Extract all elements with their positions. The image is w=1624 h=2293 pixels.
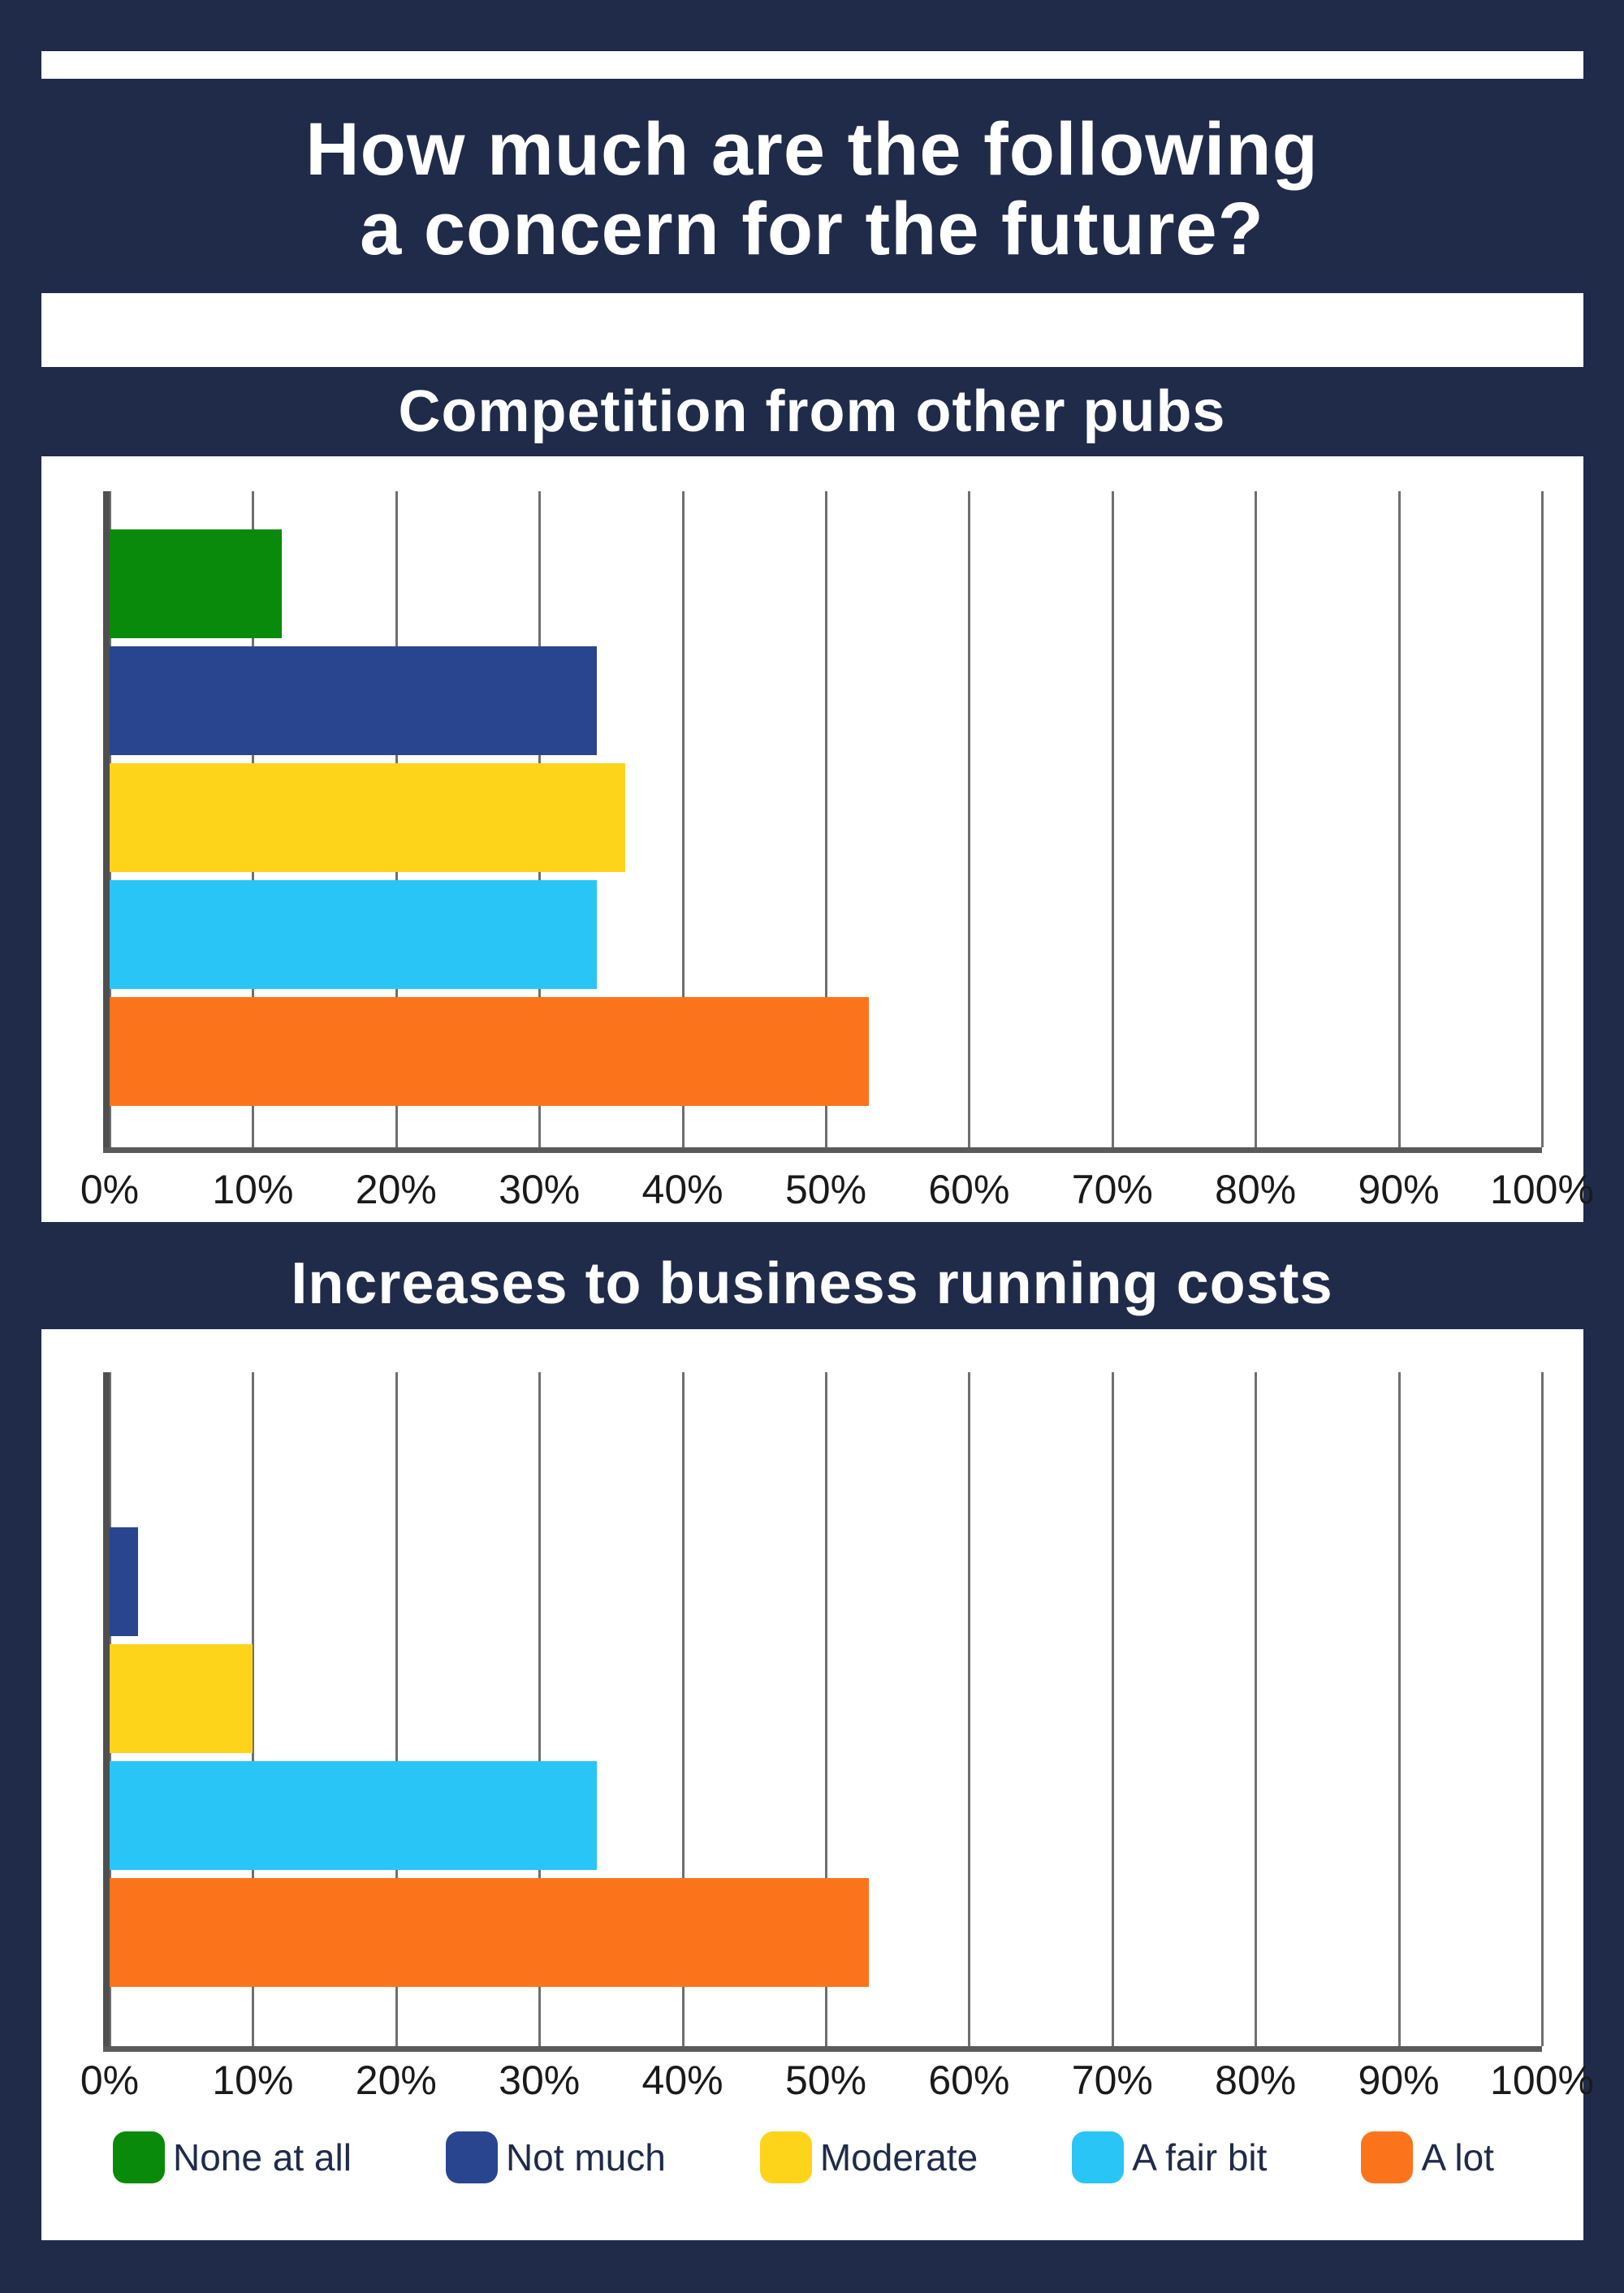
gridline xyxy=(825,491,827,1147)
gridline xyxy=(395,1372,398,2046)
page-title-line-2: a concern for the future? xyxy=(360,187,1264,270)
tick-label: 70% xyxy=(1071,2058,1153,2103)
chart-2-panel: 0% 10% 20% 30% 40% 50% 60% 70% 80% 90% 100% None a… xyxy=(41,1329,1594,2240)
tick-label: 60% xyxy=(928,1167,1010,1212)
tick-label: 90% xyxy=(1358,2058,1440,2103)
tick-label: 30% xyxy=(499,1167,581,1212)
gridline xyxy=(1541,1372,1544,2046)
gridline xyxy=(1397,1372,1401,2046)
x-axis-ticks: 0% 10% 20% 30% 40% 50% 60% 70% 80% 90% 100% xyxy=(80,2057,1594,2105)
legend-swatch-moderate xyxy=(759,2131,812,2183)
tick-label: 100% xyxy=(1490,1167,1594,1212)
bar-not-much xyxy=(110,1527,139,1636)
tick-label: 20% xyxy=(355,2058,437,2103)
chart-1-panel: 0% 10% 20% 30% 40% 50% 60% 70% 80% 90% 100% xyxy=(41,456,1594,1222)
bar-moderate xyxy=(110,1644,253,1753)
tick-label: 40% xyxy=(641,2058,723,2103)
top-divider-strip xyxy=(41,51,1583,79)
gridline xyxy=(1111,1372,1114,2046)
bar-a-fair-bit xyxy=(110,1761,597,1870)
plot-area xyxy=(103,491,1544,1153)
gridline xyxy=(252,1372,255,2046)
page-title-line-1: How much are the following xyxy=(305,108,1319,191)
tick-label: 50% xyxy=(784,1167,867,1212)
bar-a-lot xyxy=(110,997,869,1106)
legend-item-a-fair-bit: A fair bit xyxy=(1072,2131,1267,2183)
legend-label: A lot xyxy=(1421,2136,1494,2179)
gridline xyxy=(968,491,971,1147)
gridline xyxy=(681,1372,685,2046)
gridline xyxy=(1255,491,1258,1147)
page-title: How much are the following a concern for… xyxy=(0,110,1624,269)
legend-label: Moderate xyxy=(819,2136,978,2179)
plot-area xyxy=(103,1372,1544,2052)
bar-a-lot xyxy=(110,1878,869,1987)
legend-item-none-at-all: None at all xyxy=(113,2131,352,2183)
bar-none-at-all xyxy=(110,529,282,638)
bar-a-fair-bit xyxy=(110,880,597,989)
legend-item-a-lot: A lot xyxy=(1361,2131,1494,2183)
tick-label: 0% xyxy=(80,2058,140,2103)
legend-label: Not much xyxy=(505,2136,666,2179)
x-axis-ticks: 0% 10% 20% 30% 40% 50% 60% 70% 80% 90% 100% xyxy=(80,1166,1594,1215)
legend-item-not-much: Not much xyxy=(445,2131,666,2183)
legend-swatch-a-fair-bit xyxy=(1072,2131,1125,2183)
title-divider-strip xyxy=(41,293,1583,367)
legend-swatch-not-much xyxy=(445,2131,498,2183)
gridline xyxy=(1255,1372,1258,2046)
gridline xyxy=(825,1372,827,2046)
legend: None at all Not much Moderate A fair bit A l… xyxy=(113,2131,1494,2183)
tick-label: 60% xyxy=(928,2058,1010,2103)
legend-swatch-none-at-all xyxy=(113,2131,165,2183)
tick-label: 40% xyxy=(641,1167,723,1212)
gridline xyxy=(681,491,685,1147)
tick-label: 10% xyxy=(212,2058,294,2103)
gridline xyxy=(1111,491,1114,1147)
chart-1-title: Competition from other pubs xyxy=(398,379,1226,444)
legend-item-moderate: Moderate xyxy=(759,2131,978,2183)
legend-label: A fair bit xyxy=(1132,2136,1268,2179)
bar-not-much xyxy=(110,646,597,755)
tick-label: 80% xyxy=(1215,1167,1297,1212)
gridline xyxy=(1541,491,1544,1147)
chart-2-title: Increases to business running costs xyxy=(291,1251,1333,1316)
tick-label: 50% xyxy=(784,2058,867,2103)
gridline xyxy=(968,1372,971,2046)
legend-label: None at all xyxy=(173,2136,352,2179)
tick-label: 100% xyxy=(1490,2058,1594,2103)
gridline xyxy=(538,1372,542,2046)
gridline xyxy=(1397,491,1401,1147)
tick-label: 0% xyxy=(80,1167,140,1212)
tick-label: 30% xyxy=(499,2058,581,2103)
tick-label: 80% xyxy=(1215,2058,1297,2103)
tick-label: 20% xyxy=(355,1167,437,1212)
bar-moderate xyxy=(110,763,626,872)
legend-swatch-a-lot xyxy=(1361,2131,1414,2183)
tick-label: 10% xyxy=(212,1167,294,1212)
tick-label: 90% xyxy=(1358,1167,1440,1212)
tick-label: 70% xyxy=(1071,1167,1153,1212)
